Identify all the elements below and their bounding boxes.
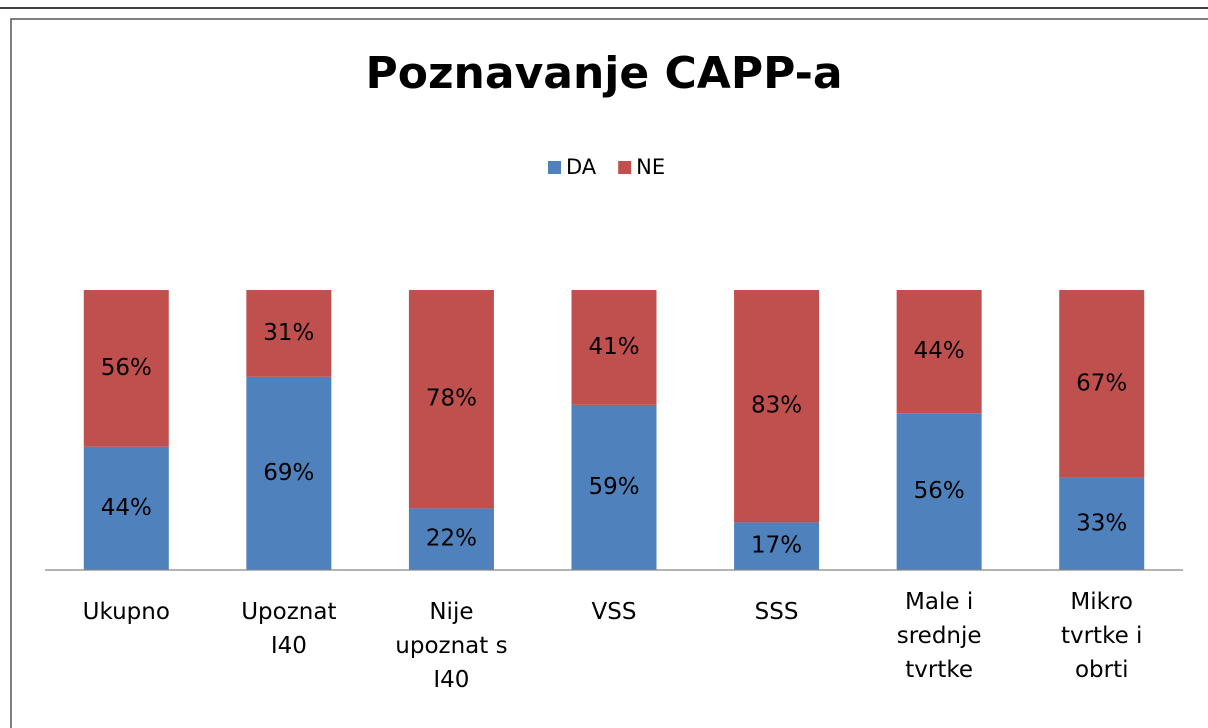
data-label: 44% (914, 338, 965, 364)
data-label: 59% (588, 474, 639, 500)
legend-swatch (548, 161, 561, 174)
x-tick-label: Ukupno (83, 599, 170, 625)
legend-label: NE (636, 155, 665, 179)
bar-segment (896, 413, 982, 570)
data-label: 22% (426, 526, 477, 552)
bar-segment (571, 290, 657, 405)
data-label: 17% (751, 533, 802, 559)
data-label: 56% (101, 355, 152, 381)
data-label: 33% (1076, 510, 1127, 536)
bar-segment (246, 376, 332, 570)
data-label: 78% (426, 386, 477, 412)
data-label: 41% (588, 334, 639, 360)
x-tick-label: Mikro tvrtke i obrti (1061, 589, 1142, 683)
legend-label: DA (566, 155, 597, 179)
bar-segment (734, 290, 820, 523)
bar-segment (896, 290, 982, 414)
x-tick-label: SSS (755, 599, 799, 625)
x-tick-label: Nije upoznat s I40 (395, 599, 507, 693)
legend-swatch (618, 161, 632, 174)
bar-segment (571, 404, 657, 570)
data-label: 31% (263, 320, 314, 346)
bar-segment (83, 446, 169, 570)
chart-title: Poznavanje CAPP-a (365, 48, 842, 99)
x-tick-label: VSS (592, 599, 637, 625)
data-label: 44% (101, 495, 152, 521)
data-label: 83% (751, 393, 802, 419)
bar-segment (83, 290, 169, 447)
bar-segment (734, 522, 820, 570)
data-label: 67% (1076, 370, 1127, 396)
x-tick-label: Upoznat I40 (241, 599, 336, 659)
bar-segment (408, 508, 494, 570)
data-label: 56% (914, 478, 965, 504)
data-label: 69% (263, 460, 314, 486)
bar-segment (408, 290, 494, 509)
bar-segment (1059, 290, 1145, 478)
x-tick-label: Male i srednje tvrtke (897, 589, 982, 683)
bar-segment (1059, 477, 1145, 570)
bar-segment (246, 290, 332, 377)
